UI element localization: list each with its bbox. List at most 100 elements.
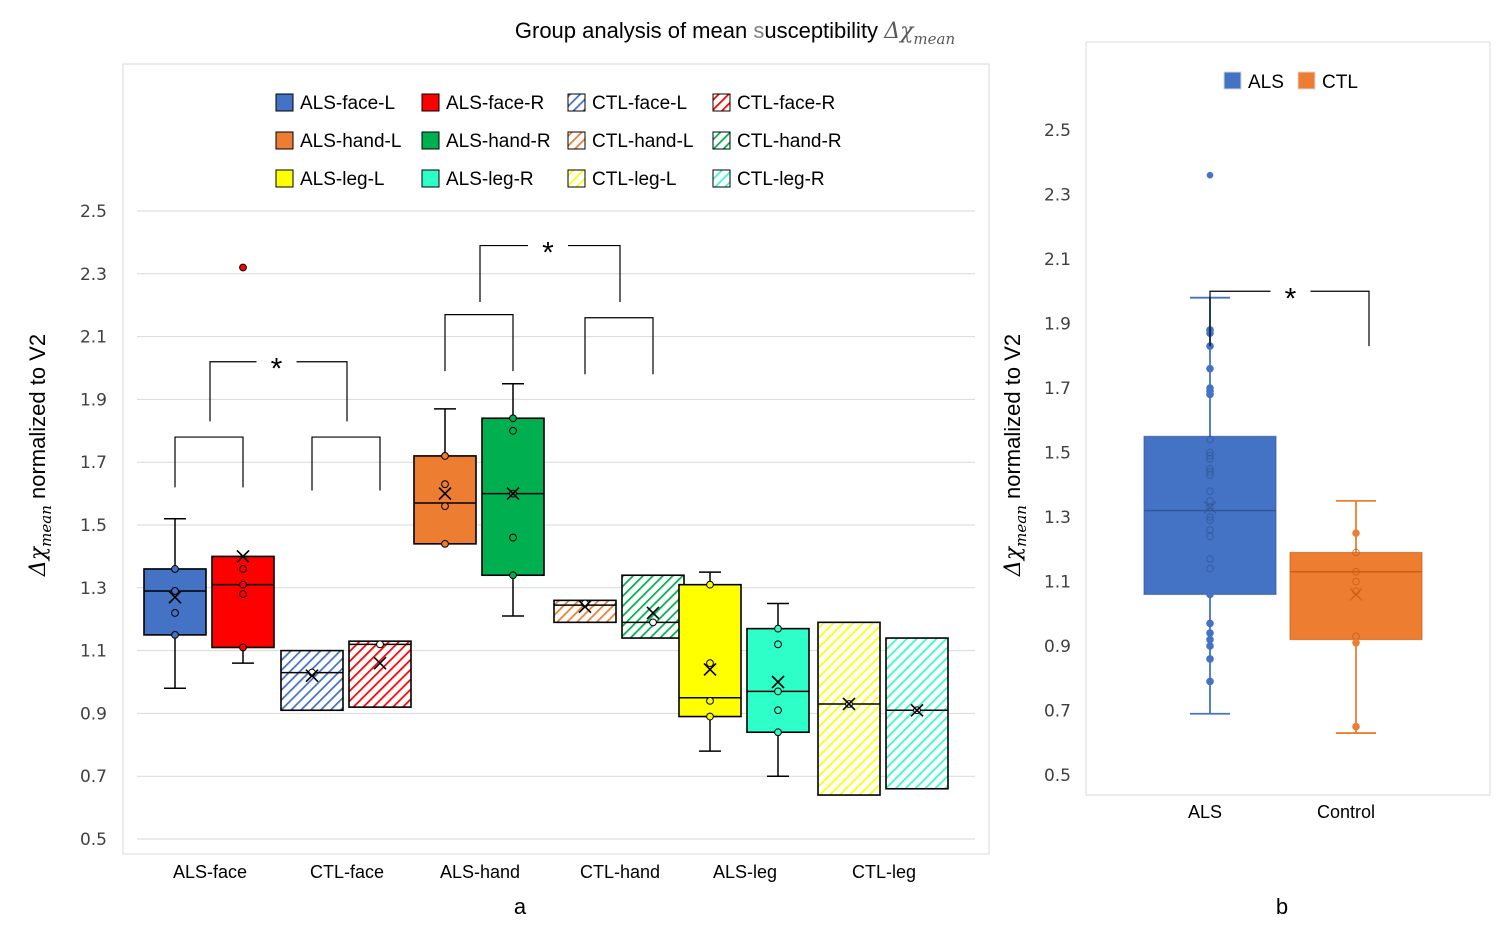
chart-b-legend: ALS CTL	[1223, 71, 1358, 93]
data-point	[706, 580, 714, 589]
box-body	[621, 574, 685, 639]
box-body	[1143, 435, 1277, 595]
box-ctl-hand-r	[621, 574, 685, 639]
legend-swatch	[567, 131, 586, 150]
y-tick-label: 0.5	[80, 830, 107, 850]
y-tick-label: 1.3	[80, 579, 107, 599]
legend-swatch	[712, 131, 731, 150]
data-point	[171, 631, 179, 639]
data-point	[774, 706, 782, 715]
legend-label: ALS	[1248, 72, 1284, 93]
legend-label: CTL-hand-L	[592, 131, 693, 152]
y-tick-label: 1.3	[1044, 508, 1071, 528]
bracket-line	[479, 244, 621, 303]
y-label-rest: normalized to V2	[1000, 334, 1025, 505]
data-point	[239, 565, 247, 573]
box-ctl-leg-r	[885, 637, 949, 790]
mean-marker	[646, 606, 660, 620]
outlier-point	[1206, 171, 1214, 179]
panel-label-b: b	[1276, 894, 1288, 919]
x-tick-label: ALS-hand	[440, 862, 520, 882]
data-point	[509, 414, 517, 423]
mean-marker	[236, 549, 250, 563]
data-point	[1352, 529, 1360, 537]
data-point	[1206, 451, 1214, 460]
legend-item-ctl-hand-r: CTL-hand-R	[712, 131, 842, 152]
legend-swatch	[275, 93, 294, 112]
data-point	[1206, 513, 1214, 521]
box-body	[817, 621, 881, 796]
title-prefix: Group analysis of mean	[515, 18, 753, 43]
x-tick-label: ALS	[1188, 802, 1222, 822]
legend-swatch	[421, 93, 440, 112]
chart-a-legend: ALS-face-L ALS-face-R CTL-face-L CTL-face-R…	[275, 93, 842, 190]
y-tick-label: 1.7	[1044, 379, 1071, 399]
chart-a-annotations: **	[174, 237, 654, 491]
legend-label: ALS-hand-L	[300, 131, 401, 152]
chart-b-y-tick-labels: 0.5 0.7 0.9 1.1 1.3 1.5 1.7 1.9 2.1 2.3 2.5	[1044, 121, 1071, 786]
data-point	[1206, 655, 1214, 663]
y-label-symbol: Δχ	[26, 545, 51, 577]
x-tick-label: Control	[1317, 802, 1375, 822]
data-point	[774, 640, 782, 649]
data-point	[171, 587, 179, 595]
legend-swatch	[712, 93, 731, 112]
legend-item-als-leg-l: ALS-leg-L	[275, 169, 385, 190]
data-point	[1206, 435, 1214, 444]
y-tick-label: 1.9	[1044, 315, 1071, 335]
bracket-line	[444, 314, 514, 372]
bracket-line	[584, 317, 654, 375]
legend-label: ALS-face-R	[446, 93, 544, 114]
mean-marker	[842, 697, 856, 711]
data-point	[509, 533, 517, 542]
data-point	[706, 712, 714, 721]
box-body	[143, 568, 207, 636]
y-tick-label: 2.5	[80, 202, 107, 222]
data-point	[441, 480, 449, 489]
data-point	[239, 590, 247, 598]
data-point	[706, 659, 714, 668]
legend-item-als: ALS	[1223, 71, 1284, 93]
title-subscript: mean	[913, 30, 955, 48]
significance-star: *	[542, 237, 554, 270]
pair-bracket	[584, 317, 654, 375]
legend-label: ALS-face-L	[300, 93, 395, 114]
mean-marker	[506, 487, 520, 501]
box-als	[1143, 171, 1277, 715]
data-point	[1206, 677, 1214, 686]
mean-marker	[910, 703, 924, 717]
legend-label: CTL-face-L	[592, 93, 687, 114]
data-point	[171, 609, 179, 617]
box-body	[280, 649, 344, 712]
legend-item-ctl-face-l: CTL-face-L	[567, 93, 687, 114]
data-point	[774, 624, 782, 633]
legend-label: CTL-leg-R	[737, 169, 825, 190]
data-point	[1206, 516, 1214, 525]
legend-swatch	[421, 131, 440, 150]
x-tick-label: CTL-face	[310, 862, 384, 882]
y-tick-label: 2.5	[1044, 121, 1071, 141]
title-rest: usceptibility	[764, 18, 884, 43]
y-tick-label: 1.5	[80, 516, 107, 536]
legend-swatch	[1297, 71, 1316, 90]
box-als-face-r	[211, 263, 275, 664]
box-als-face-l	[143, 517, 207, 690]
data-point	[441, 502, 449, 511]
legend-item-ctl-leg-l: CTL-leg-L	[567, 169, 676, 190]
y-label-sub: mean	[1012, 505, 1030, 547]
chart-a-boxes	[143, 263, 949, 796]
box-body	[348, 640, 412, 708]
data-point	[1352, 577, 1360, 586]
legend-label: CTL-face-R	[737, 93, 835, 114]
chart-a-y-axis-label: Δχmean normalized to V2	[25, 334, 55, 577]
chart-b-plot-area	[1085, 41, 1491, 796]
data-point	[376, 640, 384, 649]
data-point	[509, 571, 517, 580]
box-control	[1289, 499, 1423, 734]
legend-label: CTL	[1322, 72, 1358, 93]
data-point	[706, 696, 714, 705]
box-als-leg-r	[746, 602, 810, 777]
data-point	[1206, 642, 1214, 650]
pair-bracket	[174, 436, 244, 488]
